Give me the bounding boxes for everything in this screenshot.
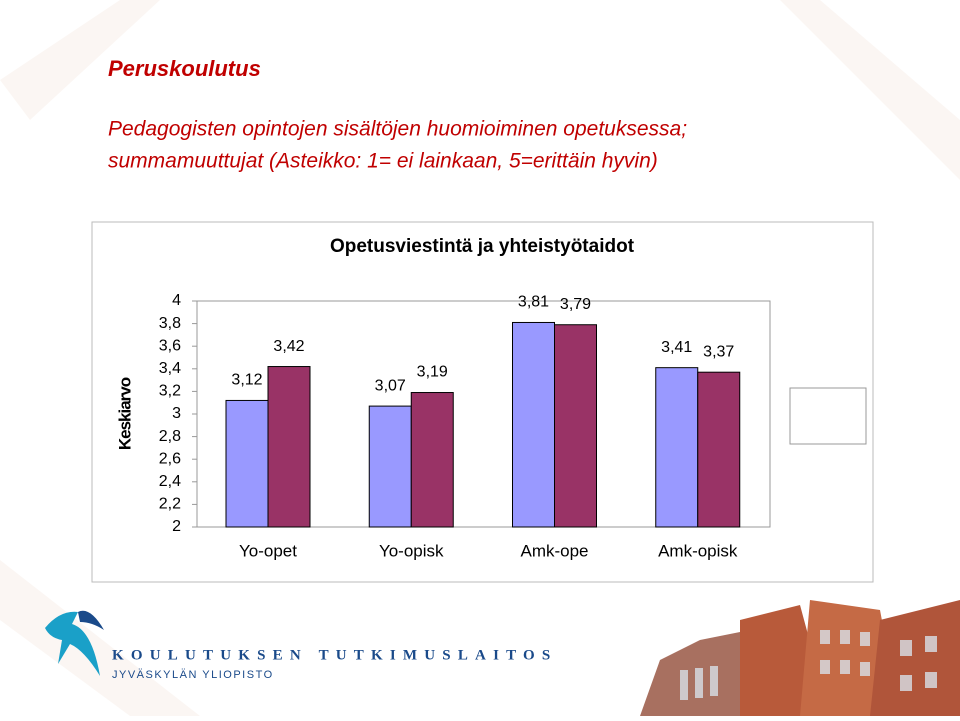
- y-tick-label: 3: [172, 405, 181, 422]
- bar: [368, 405, 412, 528]
- legend: [789, 387, 867, 445]
- chart-title: Opetusviestintä ja yhteistyötaidot: [330, 236, 635, 257]
- value-label: 3,12: [231, 372, 262, 389]
- building-photo: [640, 600, 960, 716]
- x-tick-label: Amk-ope: [520, 541, 588, 560]
- value-label: 3,07: [375, 377, 406, 394]
- logo-university: JYVÄSKYLÄN YLIOPISTO: [112, 669, 274, 681]
- subtitle-line: Pedagogisten opintojen sisältöjen huomio…: [108, 118, 687, 141]
- subtitle-line: summamuuttujat (Asteikko: 1= ei lainkaan…: [108, 150, 658, 173]
- y-tick-label: 2,2: [159, 496, 181, 513]
- bar: [410, 392, 454, 528]
- value-label: 3,37: [703, 343, 734, 360]
- bar: [655, 367, 699, 528]
- bar: [554, 324, 597, 528]
- value-label: 3,42: [273, 338, 304, 355]
- y-tick-label: 3,4: [159, 360, 181, 377]
- x-tick-label: Yo-opet: [239, 541, 297, 560]
- y-tick-label: 3,2: [159, 383, 181, 400]
- slide-title: Peruskoulutus: [108, 56, 261, 81]
- x-tick-label: Yo-opisk: [379, 541, 444, 560]
- logo-bird: [45, 611, 100, 676]
- value-label: 3,19: [417, 364, 448, 381]
- y-tick-label: 2,8: [159, 428, 181, 445]
- chart: 2 2,2 2,4 2,6 2,8 3 3,2 3,4 3,6 3,8 4 Yo-opet 3,12 3,…: [159, 292, 850, 560]
- x-tick-label: Amk-opisk: [658, 541, 738, 560]
- y-tick-label: 2: [172, 518, 181, 535]
- logo-name: KOULUTUKSEN TUTKIMUSLAITOS: [112, 647, 557, 663]
- y-tick-label: 3,8: [159, 315, 181, 332]
- bar: [267, 366, 311, 528]
- logo: KOULUTUKSEN TUTKIMUSLAITOS JYVÄSKYLÄN YL…: [45, 610, 557, 681]
- bar: [512, 321, 555, 528]
- bar: [697, 371, 741, 528]
- value-label: 3,81: [518, 294, 549, 311]
- y-axis-label: Keskiarvo: [115, 377, 134, 450]
- y-tick-label: 3,6: [159, 337, 181, 354]
- logo-wing: [78, 610, 104, 630]
- y-tick-label: 4: [172, 292, 181, 309]
- y-tick-label: 2,4: [159, 473, 181, 490]
- value-label: 3,41: [661, 339, 692, 356]
- y-tick-label: 2,6: [159, 450, 181, 467]
- value-label: 3,79: [560, 296, 591, 313]
- bar: [225, 399, 269, 528]
